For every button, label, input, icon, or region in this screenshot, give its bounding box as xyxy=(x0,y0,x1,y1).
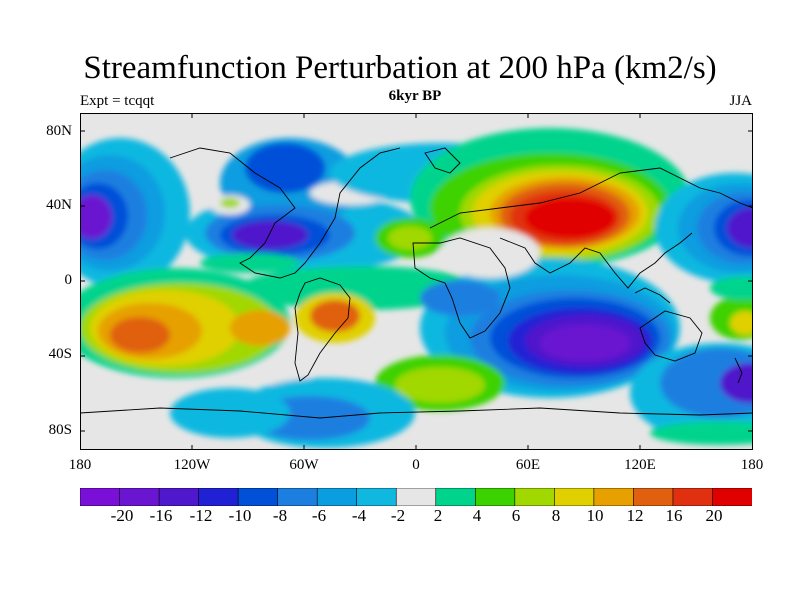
colorbar-label: -16 xyxy=(149,506,173,525)
colorbar-swatch xyxy=(395,488,437,506)
colorbar-swatch xyxy=(198,488,239,506)
colorbar-swatch xyxy=(316,488,358,506)
colorbar-label: 20 xyxy=(705,506,723,525)
x-tick-60e: 60E xyxy=(515,457,541,473)
colorbar-swatch xyxy=(356,488,397,506)
y-tick-40s: 40S xyxy=(48,346,72,362)
map-ticks xyxy=(80,113,753,450)
colorbar-label: -20 xyxy=(110,506,134,525)
colorbar-swatch xyxy=(514,488,555,506)
x-tick-120e: 120E xyxy=(624,457,656,473)
colorbar-swatch xyxy=(80,488,121,506)
x-tick-60w: 60W xyxy=(289,457,319,473)
y-tick-0: 0 xyxy=(64,272,73,288)
colorbar-label: 8 xyxy=(551,506,561,525)
colorbar-label: 12 xyxy=(626,506,644,525)
colorbar-label: 16 xyxy=(665,506,683,525)
colorbar-label: -10 xyxy=(228,506,252,525)
colorbar-label: 10 xyxy=(586,506,604,525)
chart-subtitle: 6kyr BP xyxy=(388,88,442,104)
coastline-layer xyxy=(80,147,753,419)
colorbar-label: -12 xyxy=(189,506,213,525)
x-tick-120w: 120W xyxy=(173,457,211,473)
season-label: JJA xyxy=(729,93,752,109)
streamfunction-map xyxy=(80,113,753,450)
colorbar-swatch xyxy=(158,488,200,506)
colorbar-label: -4 xyxy=(351,506,367,525)
colorbar-swatch xyxy=(633,488,674,506)
x-tick-180e: 180 xyxy=(740,457,764,473)
colorbar-label: -6 xyxy=(311,506,327,525)
colorbar-swatch xyxy=(277,488,318,506)
y-tick-80s: 80S xyxy=(48,422,72,438)
x-tick-0: 0 xyxy=(412,457,420,473)
colorbar-swatch xyxy=(672,488,714,506)
colorbar-swatch xyxy=(435,488,476,506)
colorbar-label: -8 xyxy=(272,506,288,525)
colorbar xyxy=(80,488,752,506)
contour-fill-layer xyxy=(80,113,753,450)
experiment-label: Expt = tcqqt xyxy=(80,93,155,109)
colorbar-swatch xyxy=(237,488,279,506)
colorbar-swatch xyxy=(119,488,160,506)
colorbar-swatch xyxy=(554,488,595,506)
y-tick-80n: 80N xyxy=(46,123,72,139)
colorbar-swatch xyxy=(474,488,516,506)
x-tick-180w: 180 xyxy=(68,457,92,473)
colorbar-swatch xyxy=(712,488,752,506)
chart-title: Streamfunction Perturbation at 200 hPa (… xyxy=(83,50,717,86)
colorbar-label: 6 xyxy=(511,506,521,525)
colorbar-label: 2 xyxy=(433,506,443,525)
colorbar-label: -2 xyxy=(390,506,406,525)
y-tick-40n: 40N xyxy=(46,197,72,213)
colorbar-label: 4 xyxy=(472,506,482,525)
colorbar-swatch xyxy=(593,488,635,506)
